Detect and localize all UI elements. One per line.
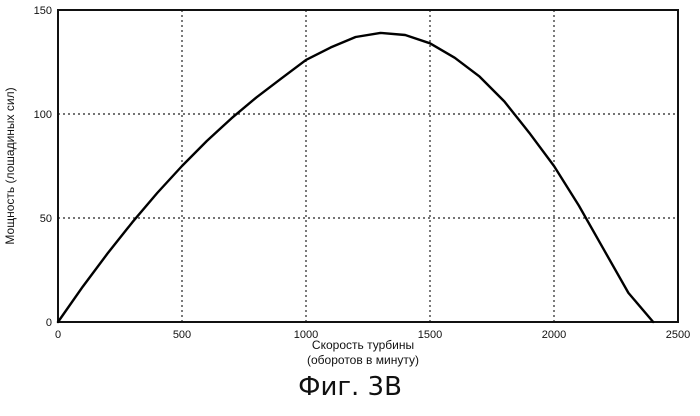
x-tick-label: 2500 xyxy=(666,329,690,341)
tick-labels: 05001000150020002500050100150 xyxy=(34,5,691,341)
grid-lines xyxy=(58,10,678,322)
power-curve-line xyxy=(58,33,653,322)
x-tick-label: 500 xyxy=(173,329,191,341)
plot-frame xyxy=(58,10,678,322)
turbine-power-chart: 05001000150020002500050100150 Мощность (… xyxy=(0,0,700,370)
y-tick-label: 100 xyxy=(34,109,52,121)
series-layer xyxy=(58,33,653,322)
y-axis-label: Мощность (лошадиных сил) xyxy=(3,87,17,244)
x-tick-label: 0 xyxy=(55,329,61,341)
x-tick-label: 2000 xyxy=(542,329,566,341)
y-tick-label: 150 xyxy=(34,5,52,17)
figure-caption: Фиг. 3B xyxy=(0,372,700,402)
y-tick-label: 0 xyxy=(46,317,52,329)
x-tick-label: 1500 xyxy=(418,329,442,341)
x-axis-unit-label: (оборотов в минуту) xyxy=(307,353,419,367)
x-axis-label: Скорость турбины xyxy=(312,338,414,352)
y-tick-label: 50 xyxy=(40,213,52,225)
